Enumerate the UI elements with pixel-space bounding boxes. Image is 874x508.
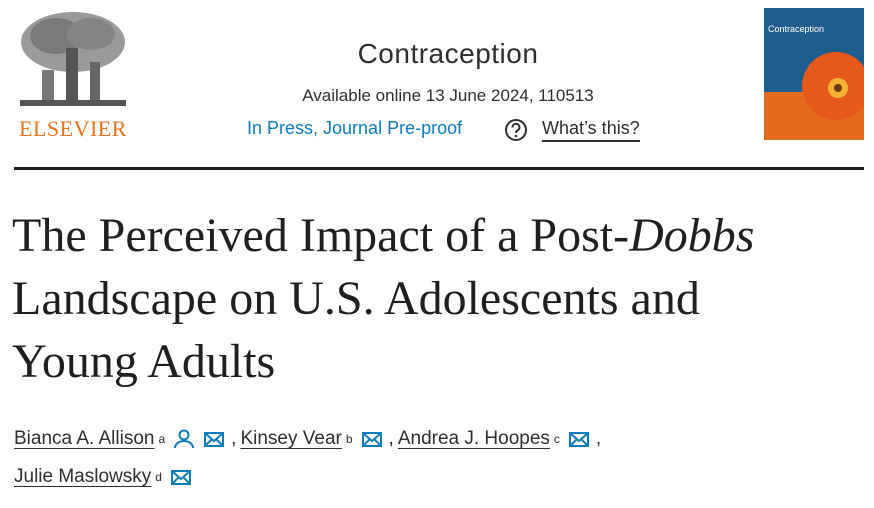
title-text: Young Adults bbox=[12, 335, 276, 388]
author-name[interactable]: Bianca A. Allison bbox=[14, 428, 155, 449]
author-name[interactable]: Andrea J. Hoopes bbox=[397, 428, 550, 449]
article-title: The Perceived Impact of a Post-Dobbs Lan… bbox=[12, 204, 754, 393]
journal-cover[interactable] bbox=[764, 8, 864, 140]
email-icon[interactable] bbox=[203, 429, 225, 449]
email-icon[interactable] bbox=[568, 429, 590, 449]
separator: , bbox=[388, 428, 394, 449]
title-text: Landscape on U.S. Adolescents and bbox=[12, 272, 700, 325]
affiliation[interactable]: c bbox=[553, 432, 560, 446]
publisher: ELSEVIER bbox=[19, 116, 127, 141]
person-icon[interactable] bbox=[173, 429, 195, 449]
title-italic: Dobbs bbox=[629, 209, 755, 262]
availability: Available online 13 June 2024, 110513 bbox=[302, 86, 594, 105]
separator: , bbox=[231, 428, 237, 449]
email-icon[interactable] bbox=[170, 467, 192, 487]
divider bbox=[14, 167, 864, 170]
affiliation[interactable]: b bbox=[345, 432, 353, 446]
author-name[interactable]: Julie Maslowsky bbox=[14, 466, 152, 487]
email-icon[interactable] bbox=[361, 429, 383, 449]
affiliation[interactable]: a bbox=[158, 432, 166, 446]
journal-title[interactable]: Contraception bbox=[357, 38, 539, 69]
author-line: Julie Maslowsky d bbox=[14, 466, 192, 488]
cover-title: Contraception bbox=[768, 24, 825, 34]
author-line: Bianca A. Allison a, Kinsey Vear b, Andrea J… bbox=[14, 428, 605, 450]
separator: , bbox=[595, 428, 602, 449]
article-status[interactable]: In Press, Journal Pre-proof bbox=[247, 118, 463, 138]
title-text: The Perceived Impact of a Post- bbox=[12, 209, 630, 262]
elsevier-logo bbox=[16, 8, 130, 112]
author-name[interactable]: Kinsey Vear bbox=[240, 428, 342, 449]
help-icon[interactable] bbox=[504, 118, 528, 142]
help-link[interactable]: What’s this? bbox=[542, 118, 640, 142]
affiliation[interactable]: d bbox=[155, 470, 162, 484]
